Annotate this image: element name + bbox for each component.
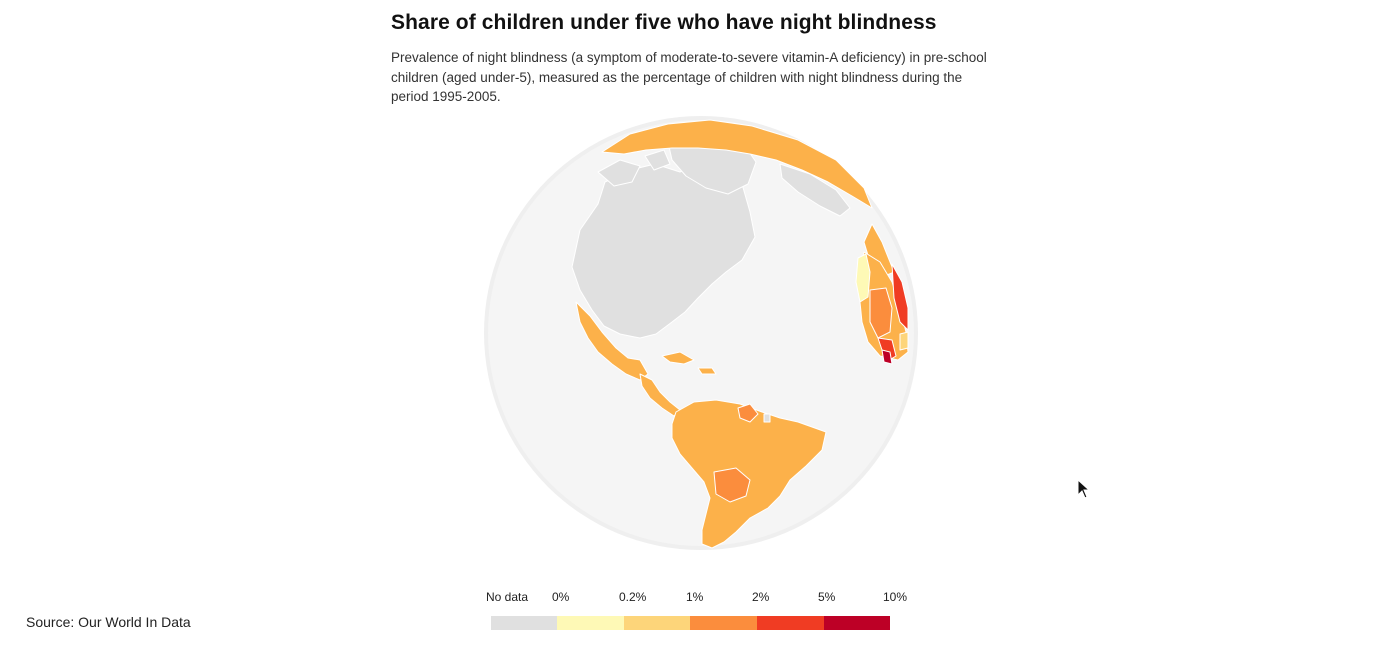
caribbean-cuba[interactable] [661, 351, 695, 365]
legend-bin-label: 10% [883, 590, 908, 604]
globe-svg [484, 116, 918, 550]
chart-subtitle: Prevalence of night blindness (a symptom… [391, 50, 987, 104]
legend-swatch-0-2[interactable] [624, 616, 690, 630]
legend-swatch-5[interactable] [824, 616, 890, 630]
arctic-islands-region[interactable] [597, 159, 641, 187]
legend-bin-label: 0.2% [619, 590, 647, 604]
legend-bin-label: 5% [818, 590, 836, 604]
legend-swatch-2[interactable] [757, 616, 824, 630]
benin-region[interactable] [881, 349, 893, 365]
map-legend: No data 0% 0.2% 1% 2% 5% 10% [480, 584, 920, 634]
gabon-region[interactable] [899, 331, 909, 351]
europe-region[interactable] [779, 163, 851, 217]
legend-no-data-label: No data [486, 590, 529, 604]
arctic-islands-region[interactable] [644, 149, 671, 171]
legend-swatch-no-data[interactable] [491, 616, 557, 630]
mouse-pointer-icon [1077, 479, 1091, 499]
nigeria-region[interactable] [891, 263, 909, 331]
guiana-region[interactable] [763, 413, 771, 423]
russia-region[interactable] [601, 119, 873, 209]
bolivia-region[interactable] [713, 467, 751, 503]
caribbean-hispaniola[interactable] [697, 367, 717, 375]
venezuela-region[interactable] [737, 403, 759, 423]
sahel-region[interactable] [869, 287, 893, 339]
source-note: Source: Our World In Data [26, 614, 191, 630]
legend-bin-label: 1% [686, 590, 704, 604]
globe-map[interactable] [480, 112, 922, 554]
legend-swatch-1[interactable] [690, 616, 757, 630]
legend-bin-label: 2% [752, 590, 770, 604]
chart-title: Share of children under five who have ni… [391, 11, 937, 34]
mauritania-region[interactable] [855, 253, 871, 303]
legend-bin-label: 0% [552, 590, 570, 604]
legend-swatch-0[interactable] [557, 616, 624, 630]
